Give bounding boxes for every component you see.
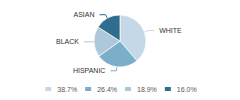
svg-text:38.7%: 38.7% — [57, 86, 77, 93]
svg-text:18.9%: 18.9% — [137, 86, 157, 93]
svg-text:ASIAN: ASIAN — [74, 11, 95, 18]
svg-text:16.0%: 16.0% — [177, 86, 197, 93]
svg-text:HISPANIC: HISPANIC — [73, 67, 106, 74]
svg-text:WHITE: WHITE — [159, 27, 182, 34]
svg-text:26.4%: 26.4% — [97, 86, 117, 93]
svg-text:BLACK: BLACK — [56, 38, 79, 45]
